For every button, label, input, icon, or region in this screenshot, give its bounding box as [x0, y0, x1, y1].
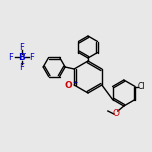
- Text: +: +: [73, 79, 78, 85]
- Text: F: F: [29, 52, 35, 62]
- Text: O: O: [64, 81, 72, 90]
- Text: F: F: [20, 43, 24, 52]
- Text: F: F: [20, 62, 24, 71]
- Text: -: -: [23, 51, 26, 56]
- Text: F: F: [9, 52, 13, 62]
- Text: O: O: [112, 109, 119, 119]
- Text: B: B: [19, 52, 25, 62]
- Text: Cl: Cl: [138, 82, 146, 91]
